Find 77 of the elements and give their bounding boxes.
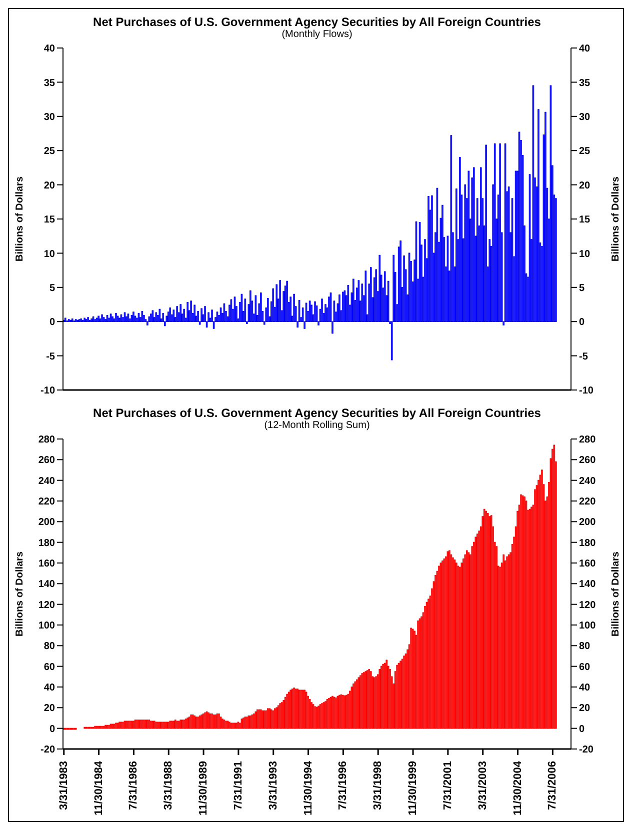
y-tick-label: 200 [38, 517, 56, 528]
y-tick-label: 0 [49, 317, 56, 328]
y-tick-label: 40 [44, 682, 56, 694]
y-tick-label: 25 [44, 146, 56, 158]
y-tick-label: 15 [44, 214, 56, 226]
y-tick-label: 40 [44, 44, 56, 55]
y-tick-label: 30 [44, 112, 56, 123]
y-axis-title: Billions of Dollars [14, 176, 26, 262]
y-tick-label: 100 [38, 620, 56, 632]
x-tick-label: 11/30/1994 [302, 760, 314, 816]
y-tick-label: 240 [38, 476, 56, 487]
x-tick-label: 3/31/1988 [162, 761, 175, 810]
y2-tick-label: 5 [579, 282, 585, 294]
chart-title: Net Purchases of U.S. Government Agency Securities by All Foreign Countries [92, 14, 542, 29]
y-tick-label: 220 [38, 496, 56, 508]
y-tick-label: -5 [46, 351, 56, 362]
y2-tick-label: 100 [579, 620, 596, 632]
y-tick-label: 10 [44, 248, 56, 260]
y2-tick-label: 15 [579, 214, 591, 226]
x-tick-label: 3/31/1998 [372, 761, 384, 810]
y-tick-label: 0 [49, 724, 56, 735]
y2-tick-label: 35 [579, 78, 591, 89]
y2-tick-label: 20 [579, 180, 591, 192]
y-axis-title: Billions of Dollars [14, 551, 26, 637]
y2-tick-label: -20 [579, 744, 594, 756]
y2-tick-label: 160 [579, 558, 596, 570]
x-tick-label: 3/31/1983 [58, 761, 70, 810]
chart-title: Net Purchases of U.S. Government Agency Securities by All Foreign Countries [92, 405, 542, 420]
y-tick-label: 35 [44, 78, 56, 89]
y2-tick-label: 0 [579, 724, 585, 735]
chart-subtitle: (12-Month Rolling Sum) [263, 420, 371, 431]
y2-tick-label: -10 [579, 386, 594, 397]
y2-axis-title: Billions of Dollars [610, 176, 622, 262]
y-tick-label: 180 [38, 538, 56, 549]
y-tick-label: 260 [38, 455, 56, 466]
y2-tick-label: 60 [579, 662, 591, 673]
y2-tick-label: 180 [579, 538, 596, 549]
y2-tick-label: 280 [579, 434, 596, 446]
y2-tick-label: 40 [579, 44, 591, 55]
y2-axis-title: Billions of Dollars [610, 551, 622, 637]
x-tick-label: 7/31/1991 [232, 761, 244, 810]
y2-tick-label: 200 [579, 517, 596, 528]
x-tick-label: 11/30/1989 [198, 761, 210, 816]
x-tick-label: 7/31/2006 [546, 761, 559, 810]
y2-tick-label: 260 [579, 455, 596, 466]
y-tick-label: 80 [44, 641, 56, 652]
y2-tick-label: 25 [579, 146, 591, 158]
y-tick-label: 140 [38, 579, 56, 590]
y-tick-label: 20 [44, 703, 56, 714]
y2-tick-label: -5 [579, 351, 588, 362]
y-tick-label: 20 [44, 180, 56, 192]
x-tick-label: 11/30/2004 [512, 760, 524, 816]
y2-tick-label: 0 [579, 317, 585, 328]
y2-tick-label: 140 [579, 579, 596, 590]
y2-tick-label: 80 [579, 641, 591, 652]
y2-tick-label: 120 [579, 600, 596, 611]
y-tick-label: 160 [38, 558, 56, 570]
x-tick-label: 3/31/1993 [267, 761, 280, 810]
x-tick-label: 11/30/1984 [92, 760, 105, 816]
y-tick-label: 120 [38, 600, 56, 611]
y-tick-label: 5 [49, 282, 56, 294]
y2-tick-label: 30 [579, 112, 591, 123]
y2-tick-label: 220 [579, 496, 596, 508]
x-tick-label: 11/30/1999 [407, 761, 420, 816]
x-tick-label: 7/31/1986 [128, 761, 140, 810]
chart-subtitle: (Monthly Flows) [280, 29, 354, 40]
y2-tick-label: 40 [579, 682, 591, 694]
y2-tick-label: 240 [579, 476, 596, 487]
x-tick-label: 7/31/2001 [442, 761, 454, 810]
y-tick-label: 60 [44, 662, 56, 673]
y2-tick-label: 10 [579, 248, 591, 260]
x-tick-label: 3/31/2003 [476, 761, 489, 810]
y-tick-label: 280 [38, 434, 56, 446]
y-tick-label: -20 [40, 744, 56, 756]
y2-tick-label: 20 [579, 703, 591, 714]
x-tick-label: 7/31/1996 [337, 761, 350, 810]
y-tick-label: -10 [40, 386, 56, 397]
